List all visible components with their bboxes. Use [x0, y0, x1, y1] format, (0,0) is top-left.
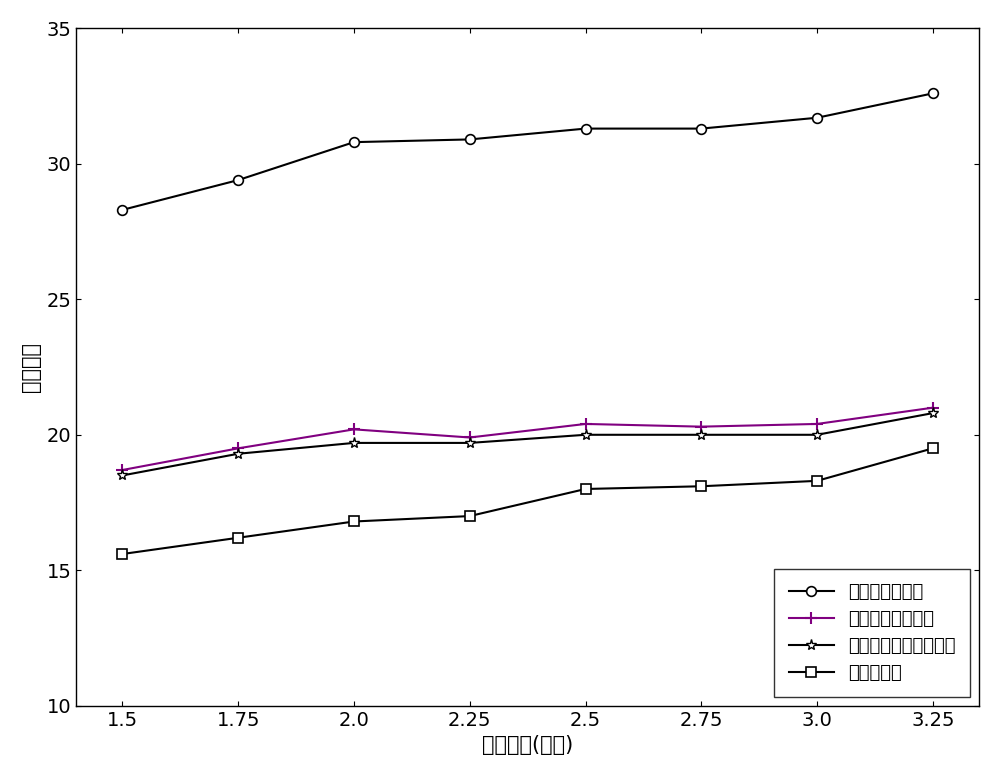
传染病路由方法: [464, 135, 476, 144]
本发明方法: [116, 549, 128, 559]
基于社会群体路由方法: [580, 430, 592, 439]
X-axis label: 生存时间(小时): 生存时间(小时): [482, 735, 573, 755]
本发明方法: [695, 482, 707, 491]
传染病路由方法: [348, 137, 360, 147]
本发明方法: [348, 517, 360, 526]
喷射等待路由方法: [348, 424, 360, 434]
本发明方法: [464, 511, 476, 521]
基于社会群体路由方法: [464, 438, 476, 448]
传染病路由方法: [811, 113, 823, 123]
喷射等待路由方法: [811, 419, 823, 428]
本发明方法: [232, 533, 244, 542]
传染病路由方法: [580, 124, 592, 133]
基于社会群体路由方法: [232, 449, 244, 459]
Legend: 传染病路由方法, 喷射等待路由方法, 基于社会群体路由方法, 本发明方法: 传染病路由方法, 喷射等待路由方法, 基于社会群体路由方法, 本发明方法: [774, 569, 970, 697]
本发明方法: [811, 476, 823, 486]
喷射等待路由方法: [695, 422, 707, 431]
喷射等待路由方法: [927, 403, 939, 412]
喷射等待路由方法: [580, 419, 592, 428]
本发明方法: [927, 444, 939, 453]
Line: 基于社会群体路由方法: 基于社会群体路由方法: [117, 407, 938, 481]
基于社会群体路由方法: [811, 430, 823, 439]
基于社会群体路由方法: [348, 438, 360, 448]
基于社会群体路由方法: [116, 471, 128, 480]
喷射等待路由方法: [232, 444, 244, 453]
喷射等待路由方法: [464, 433, 476, 442]
传染病路由方法: [232, 175, 244, 185]
基于社会群体路由方法: [927, 408, 939, 417]
传染病路由方法: [695, 124, 707, 133]
传染病路由方法: [116, 205, 128, 214]
喷射等待路由方法: [116, 466, 128, 475]
本发明方法: [580, 484, 592, 494]
Line: 传染病路由方法: 传染病路由方法: [118, 88, 938, 215]
传染病路由方法: [927, 88, 939, 98]
基于社会群体路由方法: [695, 430, 707, 439]
Y-axis label: 网络开销: 网络开销: [21, 342, 41, 392]
Line: 本发明方法: 本发明方法: [118, 443, 938, 559]
Line: 喷射等待路由方法: 喷射等待路由方法: [116, 401, 939, 476]
